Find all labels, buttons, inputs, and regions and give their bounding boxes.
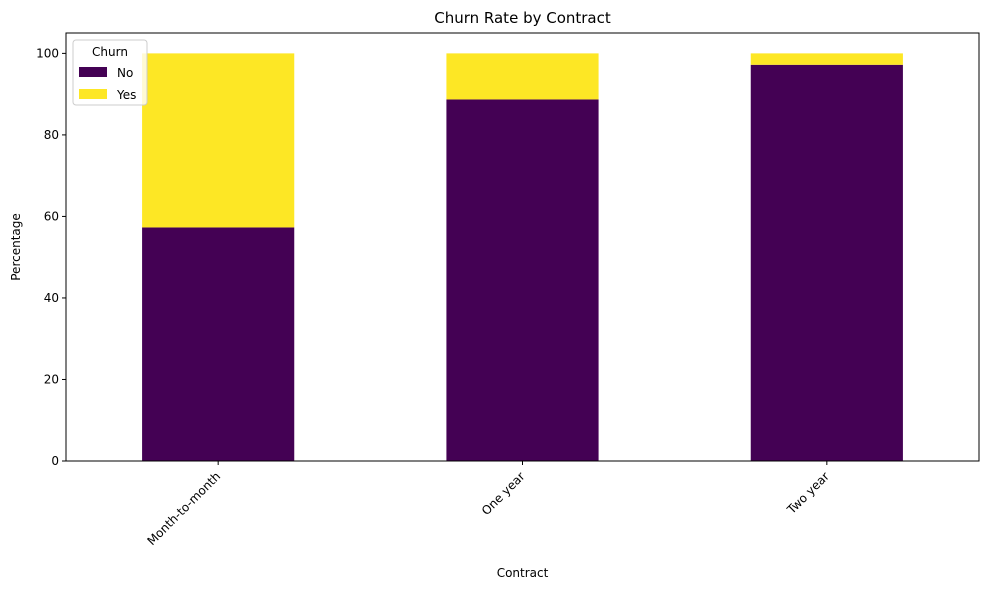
y-tick-label: 40 (44, 291, 59, 305)
y-tick-label: 80 (44, 128, 59, 142)
x-tick-label: One year (479, 469, 528, 518)
x-axis: Month-to-month One year Two year (144, 461, 832, 548)
y-tick-label: 0 (51, 454, 59, 468)
y-tick-label: 20 (44, 372, 59, 386)
bar-yes-one-year (446, 53, 599, 100)
bar-no-two-year (750, 64, 903, 462)
bar-no-one-year (446, 99, 599, 462)
x-tick-label: Two year (784, 469, 832, 517)
y-tick-label: 100 (36, 46, 59, 60)
legend-swatch-yes (79, 89, 107, 99)
y-axis: 0 20 40 60 80 100 (36, 46, 66, 468)
x-tick-label: Month-to-month (144, 469, 223, 548)
x-axis-label: Contract (497, 566, 549, 580)
legend-items: No Yes (79, 66, 136, 102)
bar-yes-month-to-month (142, 53, 295, 228)
legend-label-yes: Yes (116, 88, 136, 102)
legend-box (72, 39, 148, 106)
legend-title: Churn (92, 45, 128, 59)
legend-swatch-no (79, 67, 107, 77)
y-tick-label: 60 (44, 209, 59, 223)
bar-no-month-to-month (142, 227, 295, 461)
legend: Churn No Yes (72, 39, 148, 106)
legend-label-no: No (117, 66, 133, 80)
y-axis-label: Percentage (9, 213, 23, 281)
bar-yes-two-year (750, 53, 903, 65)
chart-title: Churn Rate by Contract (434, 9, 611, 27)
bars-layer (142, 53, 903, 462)
